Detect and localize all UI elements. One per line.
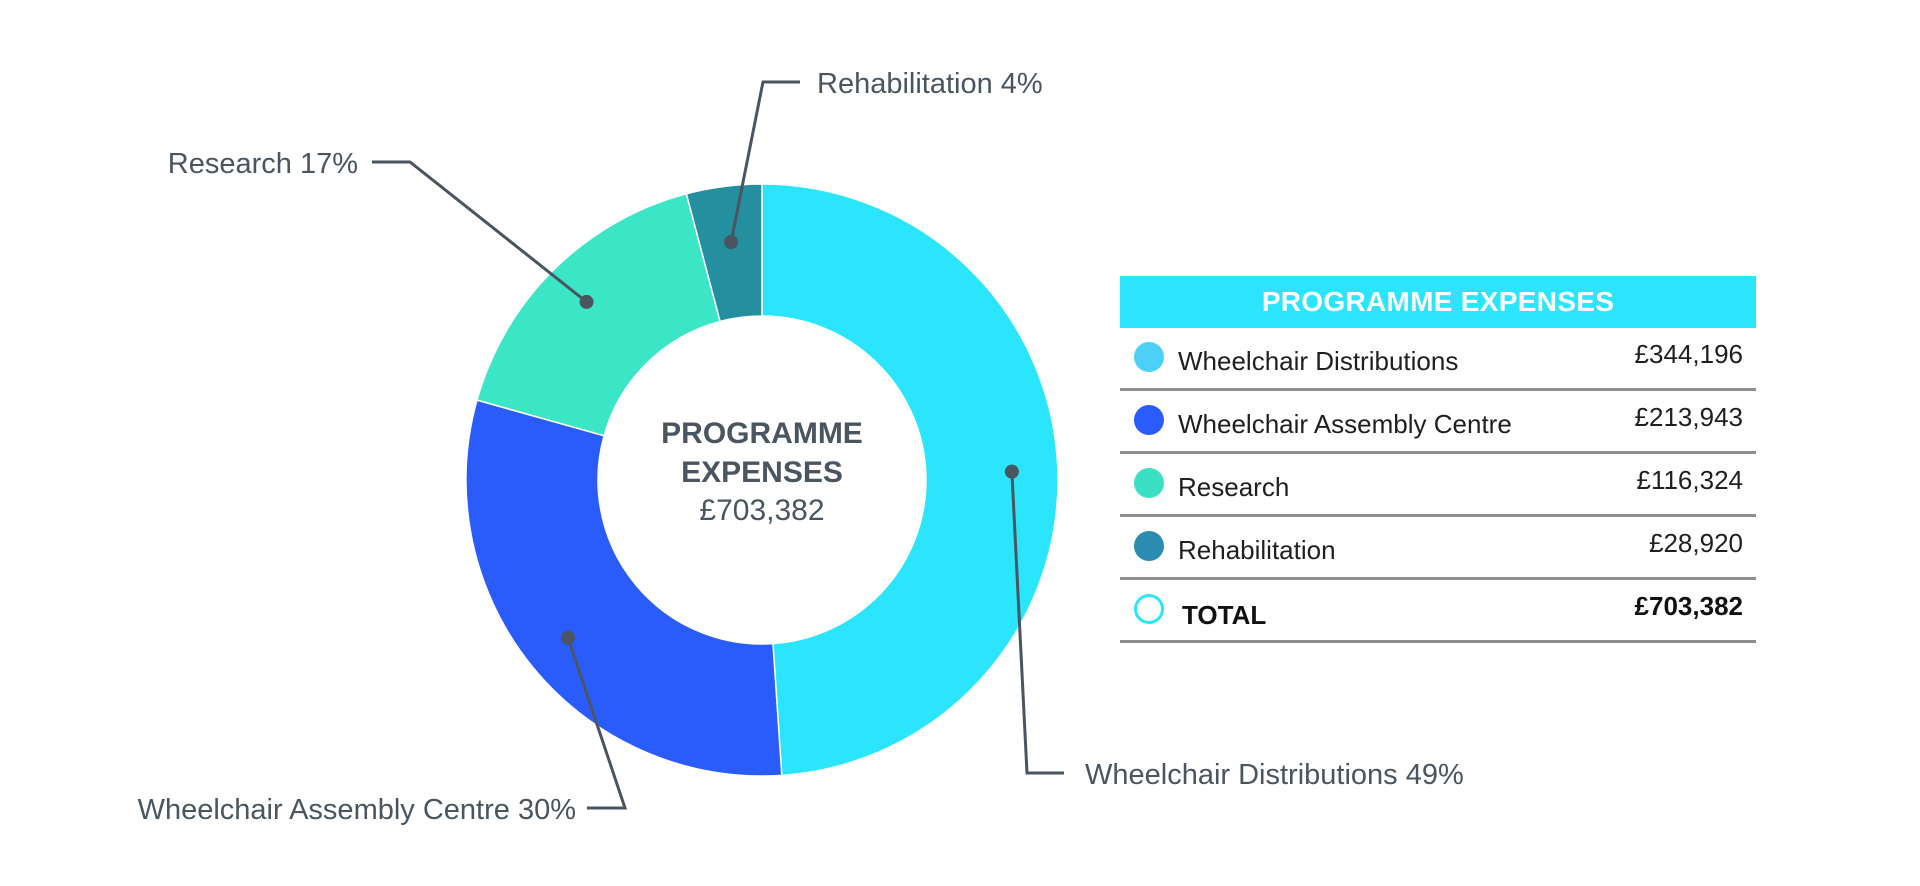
- donut-slice-wheelchair-distributions: [761, 183, 1059, 777]
- callout-label: Wheelchair Distributions 49%: [1085, 759, 1464, 791]
- callout-dot: [1004, 464, 1019, 479]
- legend-label: Rehabilitation: [1178, 535, 1336, 565]
- donut-slices: [465, 183, 1059, 777]
- legend-dot: [1134, 342, 1164, 372]
- legend-row-wheelchair-assembly-centre: Wheelchair Assembly Centre £213,943: [1120, 391, 1756, 454]
- legend-dot: [1134, 405, 1164, 435]
- legend-value: £344,196: [1634, 339, 1743, 369]
- legend-label: Research: [1178, 472, 1290, 502]
- callout-label: Wheelchair Assembly Centre 30%: [138, 794, 576, 826]
- callout-line: [372, 160, 588, 304]
- legend-label: Wheelchair Assembly Centre: [1178, 409, 1512, 439]
- center-title-line2: EXPENSES: [681, 456, 843, 489]
- legend-row-research: Research £116,324: [1120, 454, 1756, 517]
- callout-label: Rehabilitation 4%: [817, 68, 1043, 100]
- legend-total-label: TOTAL: [1182, 600, 1267, 630]
- callout-dot: [724, 234, 739, 249]
- callout-dot: [579, 294, 594, 309]
- legend-value: £28,920: [1649, 528, 1743, 558]
- legend-row-wheelchair-distributions: Wheelchair Distributions £344,196: [1120, 328, 1756, 391]
- callout-dot: [560, 630, 575, 645]
- center-total: £703,382: [699, 494, 824, 527]
- legend-header: PROGRAMME EXPENSES: [1120, 276, 1756, 328]
- callout-lines: [372, 80, 1064, 810]
- callout-line: [1010, 471, 1064, 775]
- donut-slice-wheelchair-assembly-centre: [465, 399, 783, 777]
- donut-slice-research: [476, 192, 722, 437]
- legend-value: £213,943: [1634, 402, 1743, 432]
- legend-dot: [1134, 531, 1164, 561]
- legend-row-total: TOTAL £703,382: [1120, 580, 1756, 643]
- legend-table: PROGRAMME EXPENSES Wheelchair Distributi…: [1120, 276, 1756, 643]
- legend-total-value: £703,382: [1634, 591, 1743, 621]
- callout-label: Research 17%: [168, 148, 358, 180]
- donut-slice-rehabilitation: [685, 183, 763, 323]
- legend-dot-total: [1134, 594, 1164, 624]
- callout-line: [566, 637, 628, 810]
- legend-row-rehabilitation: Rehabilitation £28,920: [1120, 517, 1756, 580]
- legend-dot: [1134, 468, 1164, 498]
- legend-value: £116,324: [1636, 465, 1743, 495]
- legend-label: Wheelchair Distributions: [1178, 346, 1459, 376]
- callout-line: [729, 80, 800, 243]
- center-title-line1: PROGRAMME: [661, 417, 863, 450]
